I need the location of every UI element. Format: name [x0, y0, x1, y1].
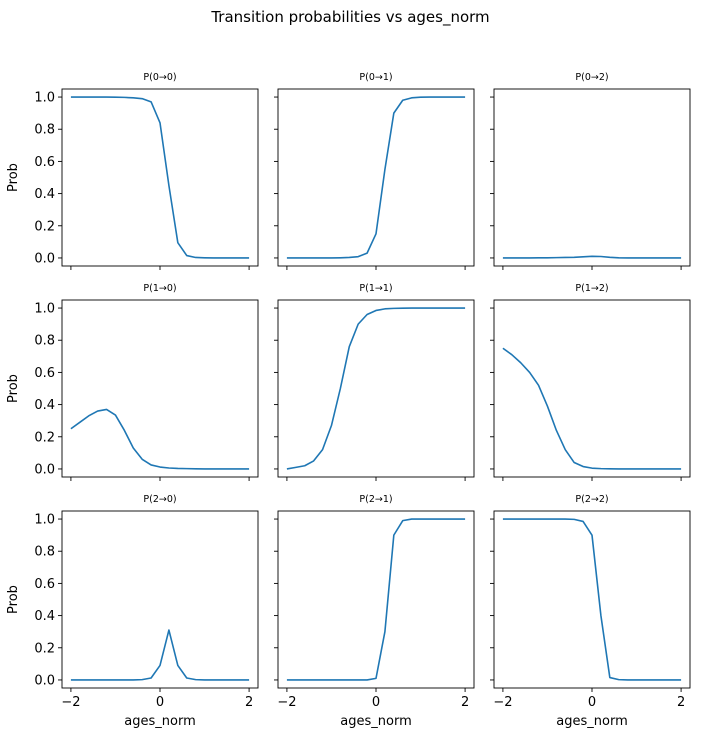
axes-frame — [277, 88, 475, 267]
panel-title: P(2→2) — [575, 494, 608, 505]
y-axis-label: Prob — [6, 163, 21, 192]
series-line — [70, 408, 250, 470]
axes-frame — [277, 510, 475, 689]
x-axis-label: ages_norm — [556, 714, 627, 729]
x-tick-label: 2 — [677, 695, 685, 710]
x-tick-label: 0 — [156, 695, 164, 710]
panel-0-0: P(0→0) 0.0 0.2 0.4 0.6 0.8 1.0 Prob — [6, 72, 259, 270]
x-tick-label: −2 — [493, 695, 512, 710]
y-tick-label: 0.4 — [34, 609, 55, 624]
panel-title: P(0→1) — [359, 72, 392, 83]
panel-title: P(1→2) — [575, 283, 608, 294]
panel-title: P(0→2) — [575, 72, 608, 83]
y-tick-label: 0.0 — [34, 462, 55, 477]
axes-frame — [61, 88, 259, 267]
y-tick-label: 1.0 — [34, 91, 55, 106]
y-tick-label: 0.2 — [34, 430, 55, 445]
axes-frame — [493, 88, 691, 267]
y-tick-label: 0.4 — [34, 187, 55, 202]
y-tick-label: 0.8 — [34, 334, 55, 349]
panel-1-2: P(1→2) — [490, 283, 691, 481]
x-axis-label: ages_norm — [124, 714, 195, 729]
panel-title: P(2→0) — [143, 494, 176, 505]
y-axis-label: Prob — [6, 585, 21, 614]
y-tick-label: 0.0 — [34, 673, 55, 688]
panel-1-0: P(1→0) 0.0 0.2 0.4 0.6 0.8 1.0 Prob — [6, 283, 259, 481]
series-line — [502, 347, 682, 470]
axes-frame — [61, 299, 259, 478]
x-tick-label: 0 — [372, 695, 380, 710]
series-line — [70, 629, 250, 681]
x-tick-label: −2 — [277, 695, 296, 710]
series-line — [502, 518, 682, 681]
x-axis-label: ages_norm — [340, 714, 411, 729]
panel-title: P(1→1) — [359, 283, 392, 294]
panel-1-1: P(1→1) — [274, 283, 475, 481]
series-line — [70, 96, 250, 259]
series-line — [286, 96, 466, 259]
axes-frame — [61, 510, 259, 689]
y-tick-label: 0.6 — [34, 155, 55, 170]
panel-0-2: P(0→2) — [490, 72, 691, 270]
panel-2-1: P(2→1) −2 0 2 ages_norm — [274, 494, 475, 729]
panel-0-1: P(0→1) — [274, 72, 475, 270]
x-tick-label: 2 — [245, 695, 253, 710]
figure-title: Transition probabilities vs ages_norm — [211, 8, 490, 26]
y-tick-label: 0.0 — [34, 251, 55, 266]
y-axis-label: Prob — [6, 374, 21, 403]
y-tick-label: 1.0 — [34, 513, 55, 528]
y-tick-label: 1.0 — [34, 302, 55, 317]
y-tick-label: 0.2 — [34, 219, 55, 234]
panel-title: P(0→0) — [143, 72, 176, 83]
x-tick-label: −2 — [61, 695, 80, 710]
y-tick-label: 0.2 — [34, 641, 55, 656]
series-line — [286, 518, 466, 681]
series-line — [286, 307, 466, 470]
x-tick-label: 0 — [588, 695, 596, 710]
panel-2-2: P(2→2) −2 0 2 ages_norm — [490, 494, 691, 729]
x-tick-label: 2 — [461, 695, 469, 710]
panel-title: P(1→0) — [143, 283, 176, 294]
series-line — [502, 255, 682, 259]
axes-frame — [277, 299, 475, 478]
axes-frame — [493, 299, 691, 478]
y-tick-label: 0.8 — [34, 545, 55, 560]
panel-2-0: P(2→0) 0.0 0.2 0.4 0.6 0.8 1.0 −2 0 2 Prob ages_nor… — [6, 494, 259, 729]
y-tick-label: 0.6 — [34, 577, 55, 592]
y-tick-label: 0.8 — [34, 123, 55, 138]
y-tick-label: 0.4 — [34, 398, 55, 413]
y-tick-label: 0.6 — [34, 366, 55, 381]
panel-title: P(2→1) — [359, 494, 392, 505]
